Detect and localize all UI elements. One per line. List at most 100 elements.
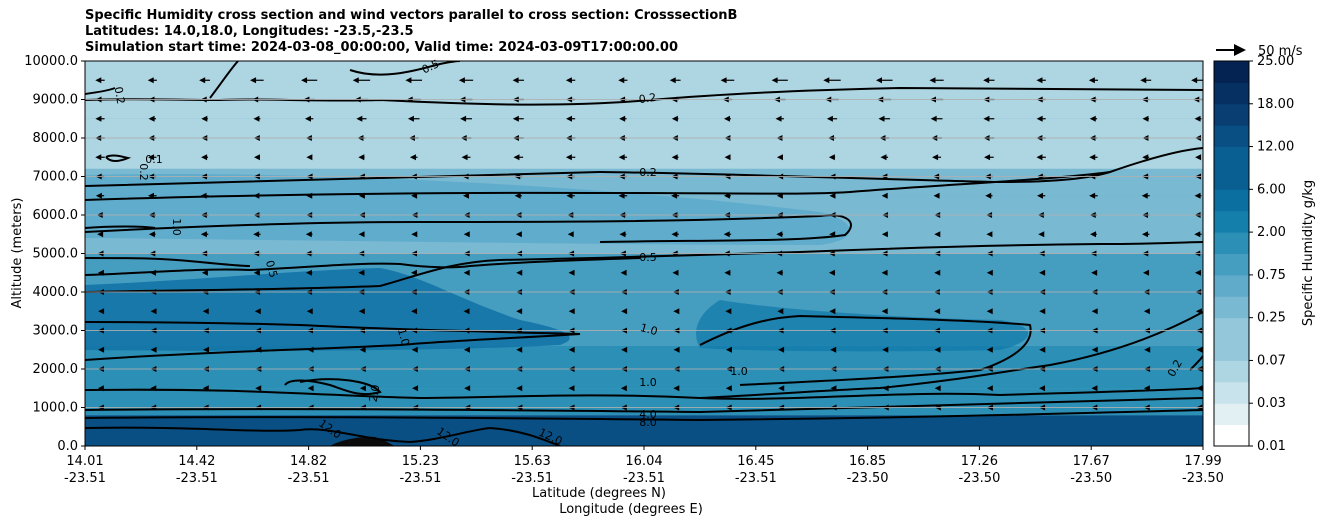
colorbar-bin bbox=[1214, 232, 1249, 254]
wind-arrow bbox=[882, 385, 889, 392]
contour-label: 8.0 bbox=[639, 416, 657, 429]
wind-arrow bbox=[828, 154, 836, 161]
wind-arrow bbox=[673, 385, 680, 392]
wind-arrow bbox=[98, 346, 105, 353]
wind-arrow bbox=[1091, 385, 1098, 392]
x-tick-label-lon: -23.50 bbox=[847, 471, 889, 486]
wind-arrow bbox=[358, 231, 365, 238]
wind-arrow bbox=[984, 154, 994, 161]
wind-arrow bbox=[148, 231, 156, 238]
wind-arrow bbox=[306, 192, 313, 199]
x-tick-label-lat: 14.42 bbox=[178, 454, 215, 469]
colorbar-bin bbox=[1214, 339, 1249, 361]
colorbar-bin bbox=[1214, 61, 1249, 83]
wind-arrow bbox=[724, 269, 731, 276]
wind-arrow bbox=[253, 115, 261, 122]
wind-arrow bbox=[304, 115, 314, 122]
colorbar-tick-label: 12.00 bbox=[1257, 140, 1294, 155]
wind-arrow bbox=[516, 385, 523, 392]
wind-arrow bbox=[725, 346, 732, 353]
colorbar-bin bbox=[1214, 274, 1249, 297]
wind-arrow bbox=[1194, 115, 1202, 122]
wind-arrow bbox=[671, 192, 680, 199]
wind-arrow bbox=[1036, 154, 1046, 161]
x-axis-label-lat: Latitude (degrees N) bbox=[532, 486, 666, 501]
wind-arrow bbox=[568, 346, 575, 353]
wind-arrow bbox=[199, 77, 210, 84]
y-axis: 0.0 1000.0 2000.0 3000.0 4000.0 5000.0 6000.0 7… bbox=[24, 54, 85, 454]
wind-arrow bbox=[250, 77, 264, 84]
wind-arrow bbox=[881, 269, 888, 276]
wind-arrow bbox=[405, 77, 423, 84]
x-tick-label-lon: -23.50 bbox=[1070, 471, 1112, 486]
wind-arrow bbox=[1036, 77, 1046, 84]
wind-arrow bbox=[358, 154, 365, 161]
wind-arrow bbox=[778, 385, 785, 392]
wind-arrow bbox=[411, 346, 418, 353]
x-tick-label-lat: 15.23 bbox=[402, 454, 439, 469]
colorbar-tick-label: 0.07 bbox=[1257, 353, 1286, 368]
wind-arrow bbox=[669, 77, 681, 84]
wind-arrow bbox=[1143, 308, 1150, 315]
wind-arrow bbox=[776, 154, 783, 161]
y-tick-label: 3000.0 bbox=[33, 324, 79, 339]
wind-arrow bbox=[723, 115, 731, 122]
x-tick-label-lat: 16.85 bbox=[849, 454, 886, 469]
chart-title: Specific Humidity cross section and wind… bbox=[85, 8, 737, 56]
wind-arrow bbox=[620, 269, 627, 276]
wind-arrow bbox=[985, 192, 993, 199]
wind-arrow bbox=[1036, 115, 1046, 122]
y-tick-label: 9000.0 bbox=[33, 93, 79, 108]
wind-arrow bbox=[148, 115, 156, 122]
x-axis-label-lon: Longitude (degrees E) bbox=[559, 502, 703, 517]
wind-arrow bbox=[412, 385, 419, 392]
wind-arrow bbox=[776, 269, 783, 276]
wind-arrow bbox=[830, 346, 837, 353]
wind-arrow bbox=[881, 231, 888, 238]
wind-arrow bbox=[95, 192, 105, 199]
wind-arrow bbox=[672, 269, 679, 276]
wind-arrow bbox=[460, 115, 472, 122]
wind-arrow bbox=[358, 192, 365, 199]
wind-arrow bbox=[150, 385, 157, 392]
wind-arrow bbox=[934, 269, 941, 276]
colorbar-tick-label: 0.03 bbox=[1257, 396, 1286, 411]
wind-arrow bbox=[934, 308, 941, 315]
wind-arrow bbox=[463, 231, 470, 238]
colorbar-label: Specific Humidity g/kg bbox=[1301, 180, 1316, 326]
colorbar-tick-label: 6.00 bbox=[1257, 182, 1286, 197]
colorbar-bin bbox=[1214, 125, 1249, 148]
contour-label: 1.0 bbox=[170, 218, 183, 236]
wind-arrow bbox=[618, 192, 628, 199]
x-axis: 14.01 -23.51 14.42 -23.51 14.82 -23.51 15.23 -2… bbox=[64, 446, 1224, 486]
wind-arrow bbox=[515, 231, 522, 238]
contour-label: 0.2 bbox=[638, 91, 657, 106]
wind-arrow bbox=[150, 308, 157, 315]
wind-arrow bbox=[307, 385, 314, 392]
wind-arrow bbox=[458, 77, 474, 84]
wind-arrow bbox=[934, 231, 941, 238]
colorbar-bin bbox=[1214, 424, 1249, 447]
colorbar-frame bbox=[1213, 60, 1250, 447]
wind-arrow bbox=[1194, 231, 1202, 238]
wind-arrow bbox=[358, 308, 365, 315]
humidity-layer-7 bbox=[85, 118, 1203, 169]
wind-arrow bbox=[1195, 154, 1202, 161]
wind-arrow bbox=[1039, 346, 1046, 353]
colorbar-tick-label: 0.75 bbox=[1257, 268, 1286, 283]
wind-arrow bbox=[1039, 385, 1046, 392]
title-line-1: Specific Humidity cross section and wind… bbox=[85, 8, 738, 23]
y-tick-label: 2000.0 bbox=[33, 362, 79, 377]
wind-arrow bbox=[411, 308, 418, 315]
wind-arrow bbox=[98, 308, 105, 315]
wind-arrow bbox=[723, 231, 732, 238]
wind-arrow bbox=[986, 231, 993, 238]
colorbar-ticks: 0.01 0.03 0.07 0.25 0.75 2.00 6.00 12.00 18.00 25… bbox=[1249, 54, 1294, 454]
wind-arrow bbox=[1091, 308, 1098, 315]
colorbar-tick-label: 18.00 bbox=[1257, 97, 1294, 112]
x-tick-label-lat: 14.01 bbox=[66, 454, 103, 469]
x-tick-label-lon: -23.51 bbox=[511, 471, 553, 486]
wind-arrow bbox=[673, 346, 680, 353]
wind-arrow bbox=[411, 192, 418, 199]
